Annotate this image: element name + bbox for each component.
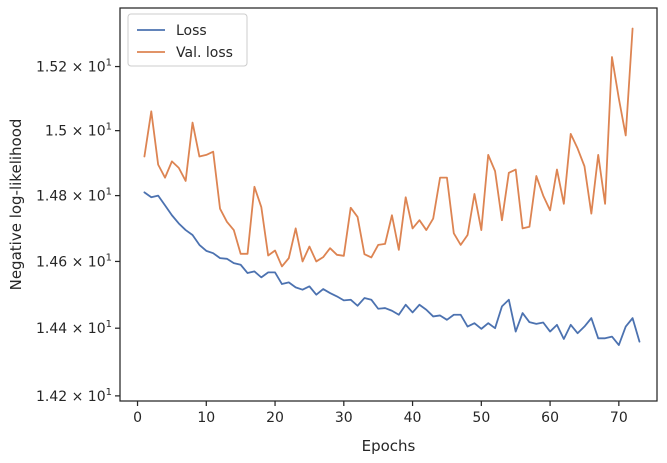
x-axis: 0 10 20 30 40 50 60 70: [133, 401, 628, 426]
series-line-val-loss: [143, 27, 634, 268]
x-tick-label: 50: [472, 410, 490, 426]
x-tick-label: 20: [266, 410, 284, 426]
legend-box: [127, 13, 248, 67]
x-tick-label: 30: [335, 410, 353, 426]
plot-frame: [119, 7, 658, 402]
legend-label-loss: Loss: [176, 23, 207, 39]
x-axis-label: Epochs: [362, 437, 416, 455]
legend: Loss Val. loss: [127, 13, 248, 67]
y-tick-label: 1.52 × 101: [36, 58, 112, 76]
legend-label-val-loss: Val. loss: [176, 45, 233, 61]
y-axis-label: Negative log-likelihood: [7, 119, 25, 291]
x-tick-label: 40: [404, 410, 422, 426]
y-axis: 1.42 × 101 1.44 × 101 1.46 × 101 1.48 × 101…: [36, 58, 120, 405]
series-line-loss: [143, 191, 641, 346]
y-tick-label: 1.42 × 101: [36, 387, 112, 405]
x-tick-label: 60: [541, 410, 559, 426]
y-tick-label: 1.48 × 101: [36, 187, 112, 205]
x-tick-label: 0: [133, 410, 142, 426]
x-tick-label: 10: [197, 410, 215, 426]
y-tick-label: 1.44 × 101: [36, 319, 112, 337]
plot-area: [120, 8, 657, 401]
series-layer: [143, 27, 641, 346]
y-tick-label: 1.5 × 101: [45, 122, 112, 140]
y-tick-label: 1.46 × 101: [36, 252, 112, 270]
x-tick-label: 70: [610, 410, 628, 426]
